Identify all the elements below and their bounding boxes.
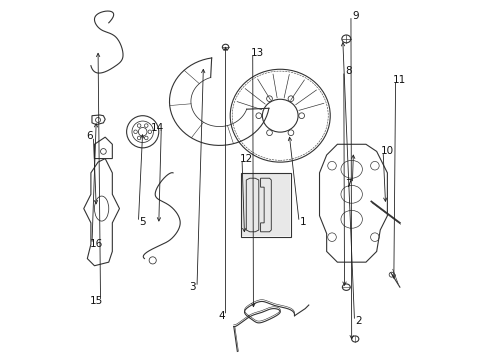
Text: 2: 2 xyxy=(355,316,362,326)
Text: 1: 1 xyxy=(300,217,306,227)
Bar xyxy=(241,173,290,237)
Text: 4: 4 xyxy=(218,311,224,321)
Text: 5: 5 xyxy=(139,217,146,227)
Text: 12: 12 xyxy=(239,154,252,163)
Text: 10: 10 xyxy=(380,147,393,157)
Text: 16: 16 xyxy=(89,239,102,249)
Text: 9: 9 xyxy=(351,11,358,21)
Bar xyxy=(241,174,290,237)
Text: 7: 7 xyxy=(344,179,351,189)
Text: 15: 15 xyxy=(89,296,102,306)
Text: 8: 8 xyxy=(344,66,351,76)
Text: 11: 11 xyxy=(392,75,406,85)
Text: 13: 13 xyxy=(250,48,263,58)
Text: 14: 14 xyxy=(150,123,163,133)
Text: 6: 6 xyxy=(85,131,92,141)
Text: 3: 3 xyxy=(189,282,196,292)
